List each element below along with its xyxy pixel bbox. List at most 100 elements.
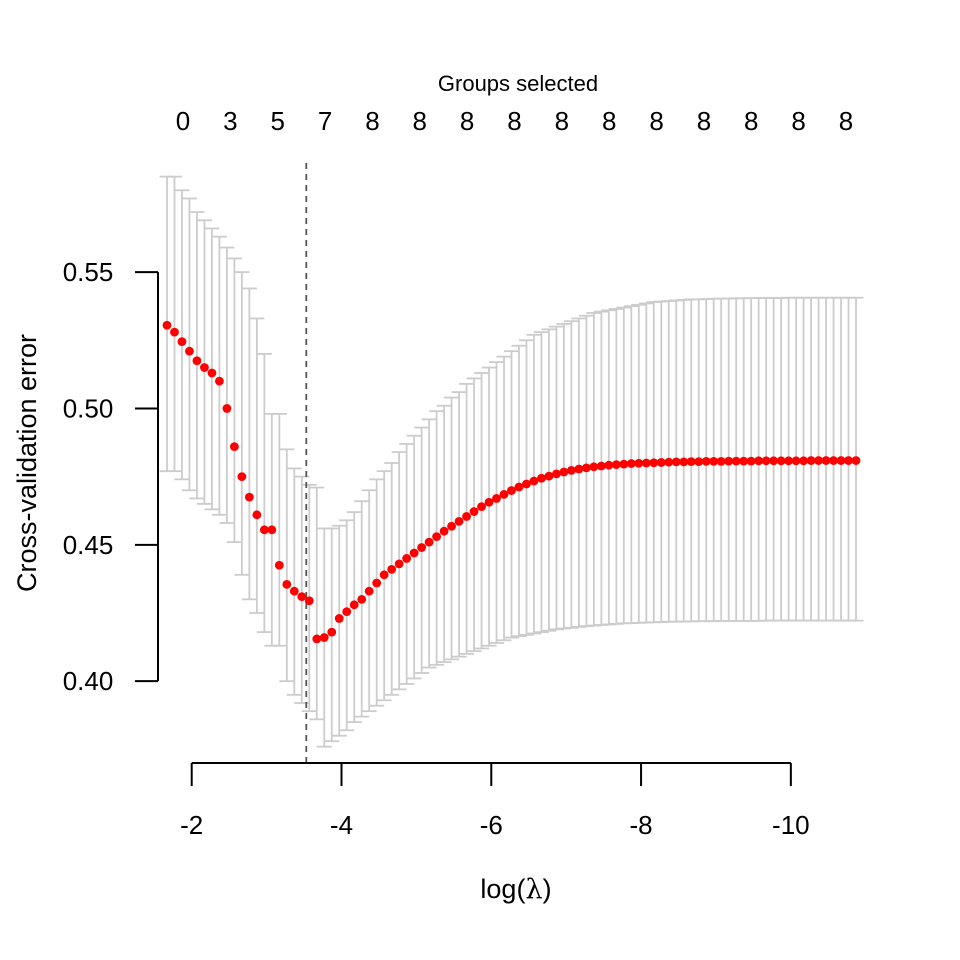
data-point xyxy=(432,532,442,542)
data-point xyxy=(402,554,412,563)
data-point xyxy=(731,456,741,466)
data-point xyxy=(409,548,419,558)
y-tick-label: 0.55 xyxy=(63,257,114,287)
x-axis-title-close-paren: ) xyxy=(543,874,552,904)
top-axis-label: 8 xyxy=(697,106,711,136)
data-point xyxy=(462,512,471,521)
data-point xyxy=(679,457,689,467)
data-point xyxy=(821,456,831,465)
top-axis-label: 8 xyxy=(791,106,805,136)
data-point xyxy=(259,525,269,535)
x-tick-label: -8 xyxy=(630,810,653,840)
data-point xyxy=(844,456,853,465)
data-point xyxy=(664,457,674,467)
data-point xyxy=(716,456,726,466)
data-point xyxy=(327,627,337,637)
top-axis-label: 8 xyxy=(460,106,474,136)
x-axis: -2 -4 -6 -8 -10 xyxy=(180,762,810,840)
top-axis-label: 8 xyxy=(649,106,663,136)
data-point xyxy=(581,463,591,473)
data-point xyxy=(484,497,494,507)
data-point xyxy=(304,596,314,606)
data-point xyxy=(701,456,711,466)
data-point xyxy=(724,456,734,466)
data-point xyxy=(604,460,614,470)
data-point xyxy=(424,537,434,547)
y-axis-title: Cross-validation error xyxy=(12,334,42,592)
x-axis-title: log(λ) xyxy=(480,874,551,905)
data-point xyxy=(619,459,629,469)
data-point xyxy=(829,456,838,465)
data-point xyxy=(312,634,322,644)
data-point xyxy=(252,510,262,520)
data-point xyxy=(200,363,209,372)
data-point xyxy=(776,456,786,466)
data-point xyxy=(529,476,539,486)
data-point xyxy=(439,526,449,536)
data-point xyxy=(656,458,666,467)
data-point xyxy=(611,460,621,470)
data-point xyxy=(447,521,456,531)
data-point xyxy=(207,368,217,378)
data-point xyxy=(162,320,172,330)
top-axis-label: 8 xyxy=(602,106,616,136)
data-point xyxy=(514,482,524,492)
data-point xyxy=(754,456,764,466)
data-point xyxy=(567,465,576,475)
data-point xyxy=(671,457,681,467)
data-point xyxy=(387,564,397,574)
data-point xyxy=(641,458,651,468)
data-point xyxy=(814,456,823,465)
data-point xyxy=(552,469,561,479)
top-axis-label: 5 xyxy=(270,106,284,136)
data-point xyxy=(694,457,704,467)
data-point xyxy=(357,594,367,604)
data-point xyxy=(267,525,277,535)
data-point xyxy=(237,472,247,482)
y-tick-label: 0.40 xyxy=(63,666,114,696)
data-point xyxy=(222,404,232,413)
top-axis-label: 8 xyxy=(507,106,521,136)
data-point xyxy=(626,459,636,468)
data-point xyxy=(507,486,516,495)
data-point xyxy=(799,456,808,466)
x-axis-title-prefix: log xyxy=(480,874,516,904)
x-tick-label: -10 xyxy=(772,810,810,840)
data-point xyxy=(544,471,554,481)
data-point xyxy=(417,543,427,552)
data-point xyxy=(791,456,801,466)
data-point xyxy=(761,456,771,466)
data-point xyxy=(559,467,569,477)
data-point xyxy=(372,578,382,588)
data-point xyxy=(349,600,359,610)
top-axis-label: 3 xyxy=(223,106,237,136)
data-point xyxy=(686,457,696,467)
data-point xyxy=(215,376,224,386)
data-point xyxy=(334,614,344,623)
data-point xyxy=(289,586,299,596)
x-tick-label: -4 xyxy=(330,810,353,840)
data-point xyxy=(379,570,389,580)
data-point xyxy=(364,586,374,596)
data-point xyxy=(192,356,202,366)
points-layer xyxy=(162,320,861,644)
data-point xyxy=(492,494,501,503)
data-point xyxy=(709,456,719,466)
data-point xyxy=(806,456,816,465)
data-point xyxy=(596,461,606,471)
y-tick-label: 0.50 xyxy=(63,393,114,423)
data-point xyxy=(170,327,179,337)
data-point xyxy=(769,456,779,466)
data-point xyxy=(739,456,749,466)
data-point xyxy=(177,337,187,347)
data-point xyxy=(229,442,239,452)
data-point xyxy=(274,560,284,570)
y-axis: 0.40 0.45 0.50 0.55 xyxy=(63,257,159,696)
data-point xyxy=(784,456,794,466)
data-point xyxy=(342,607,352,617)
data-point xyxy=(589,462,599,472)
x-tick-label: -2 xyxy=(180,810,203,840)
data-point xyxy=(574,464,584,474)
data-point xyxy=(649,458,659,468)
data-point xyxy=(477,502,486,512)
